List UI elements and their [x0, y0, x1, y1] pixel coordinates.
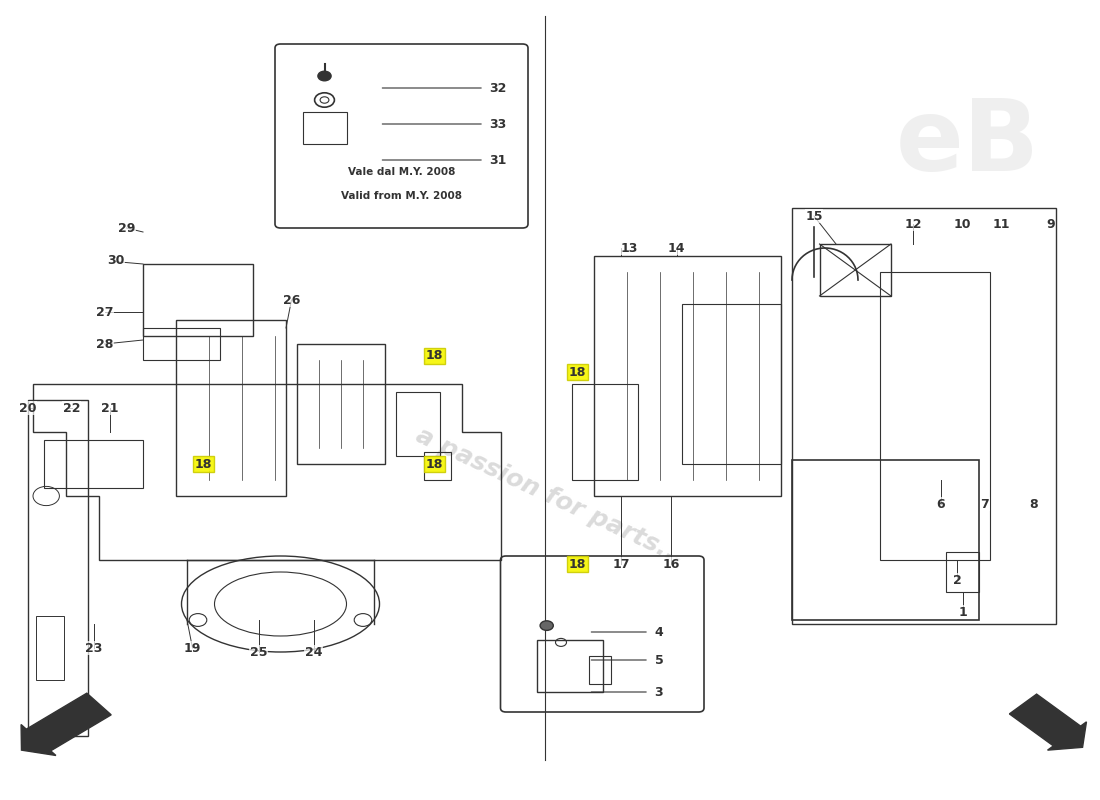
Text: 18: 18	[569, 366, 586, 378]
Text: eB: eB	[896, 95, 1040, 193]
Circle shape	[318, 71, 331, 81]
Text: 18: 18	[426, 350, 443, 362]
Text: 3: 3	[654, 686, 663, 698]
Text: 8: 8	[1030, 498, 1038, 510]
Text: 18: 18	[426, 458, 443, 470]
Text: 28: 28	[96, 338, 113, 350]
Text: 7: 7	[980, 498, 989, 510]
Text: 6: 6	[936, 498, 945, 510]
Circle shape	[540, 621, 553, 630]
Text: 33: 33	[490, 118, 507, 130]
Text: 18: 18	[195, 458, 212, 470]
FancyArrow shape	[1010, 694, 1087, 750]
Text: 30: 30	[107, 254, 124, 266]
Text: 24: 24	[305, 646, 322, 658]
Text: 10: 10	[954, 218, 971, 230]
Text: 18: 18	[569, 558, 586, 570]
Text: 13: 13	[620, 242, 638, 254]
Text: 18: 18	[426, 458, 443, 470]
FancyArrow shape	[21, 693, 111, 755]
Text: 23: 23	[85, 642, 102, 654]
Text: 19: 19	[184, 642, 201, 654]
Text: 20: 20	[19, 402, 36, 414]
Text: 5: 5	[654, 654, 663, 666]
Text: a passion for parts...: a passion for parts...	[411, 423, 689, 569]
Text: Vale dal M.Y. 2008: Vale dal M.Y. 2008	[348, 167, 455, 177]
Text: 1: 1	[958, 606, 967, 618]
Text: 26: 26	[283, 294, 300, 306]
Text: 18: 18	[426, 350, 443, 362]
Text: 21: 21	[101, 402, 119, 414]
Text: 27: 27	[96, 306, 113, 318]
Text: Valid from M.Y. 2008: Valid from M.Y. 2008	[341, 191, 462, 201]
Text: 29: 29	[118, 222, 135, 234]
Text: 31: 31	[490, 154, 507, 166]
Text: 9: 9	[1046, 218, 1055, 230]
Text: 25: 25	[250, 646, 267, 658]
Text: 18: 18	[195, 458, 212, 470]
Text: 17: 17	[613, 558, 630, 570]
Text: 16: 16	[662, 558, 680, 570]
Text: 11: 11	[992, 218, 1010, 230]
Text: 12: 12	[904, 218, 922, 230]
Text: 18: 18	[569, 558, 586, 570]
Text: 15: 15	[805, 210, 823, 222]
Text: 22: 22	[63, 402, 80, 414]
Text: 4: 4	[654, 626, 663, 638]
Text: 18: 18	[569, 366, 586, 378]
Text: 14: 14	[668, 242, 685, 254]
Text: 2: 2	[953, 574, 961, 586]
Text: 32: 32	[490, 82, 507, 94]
